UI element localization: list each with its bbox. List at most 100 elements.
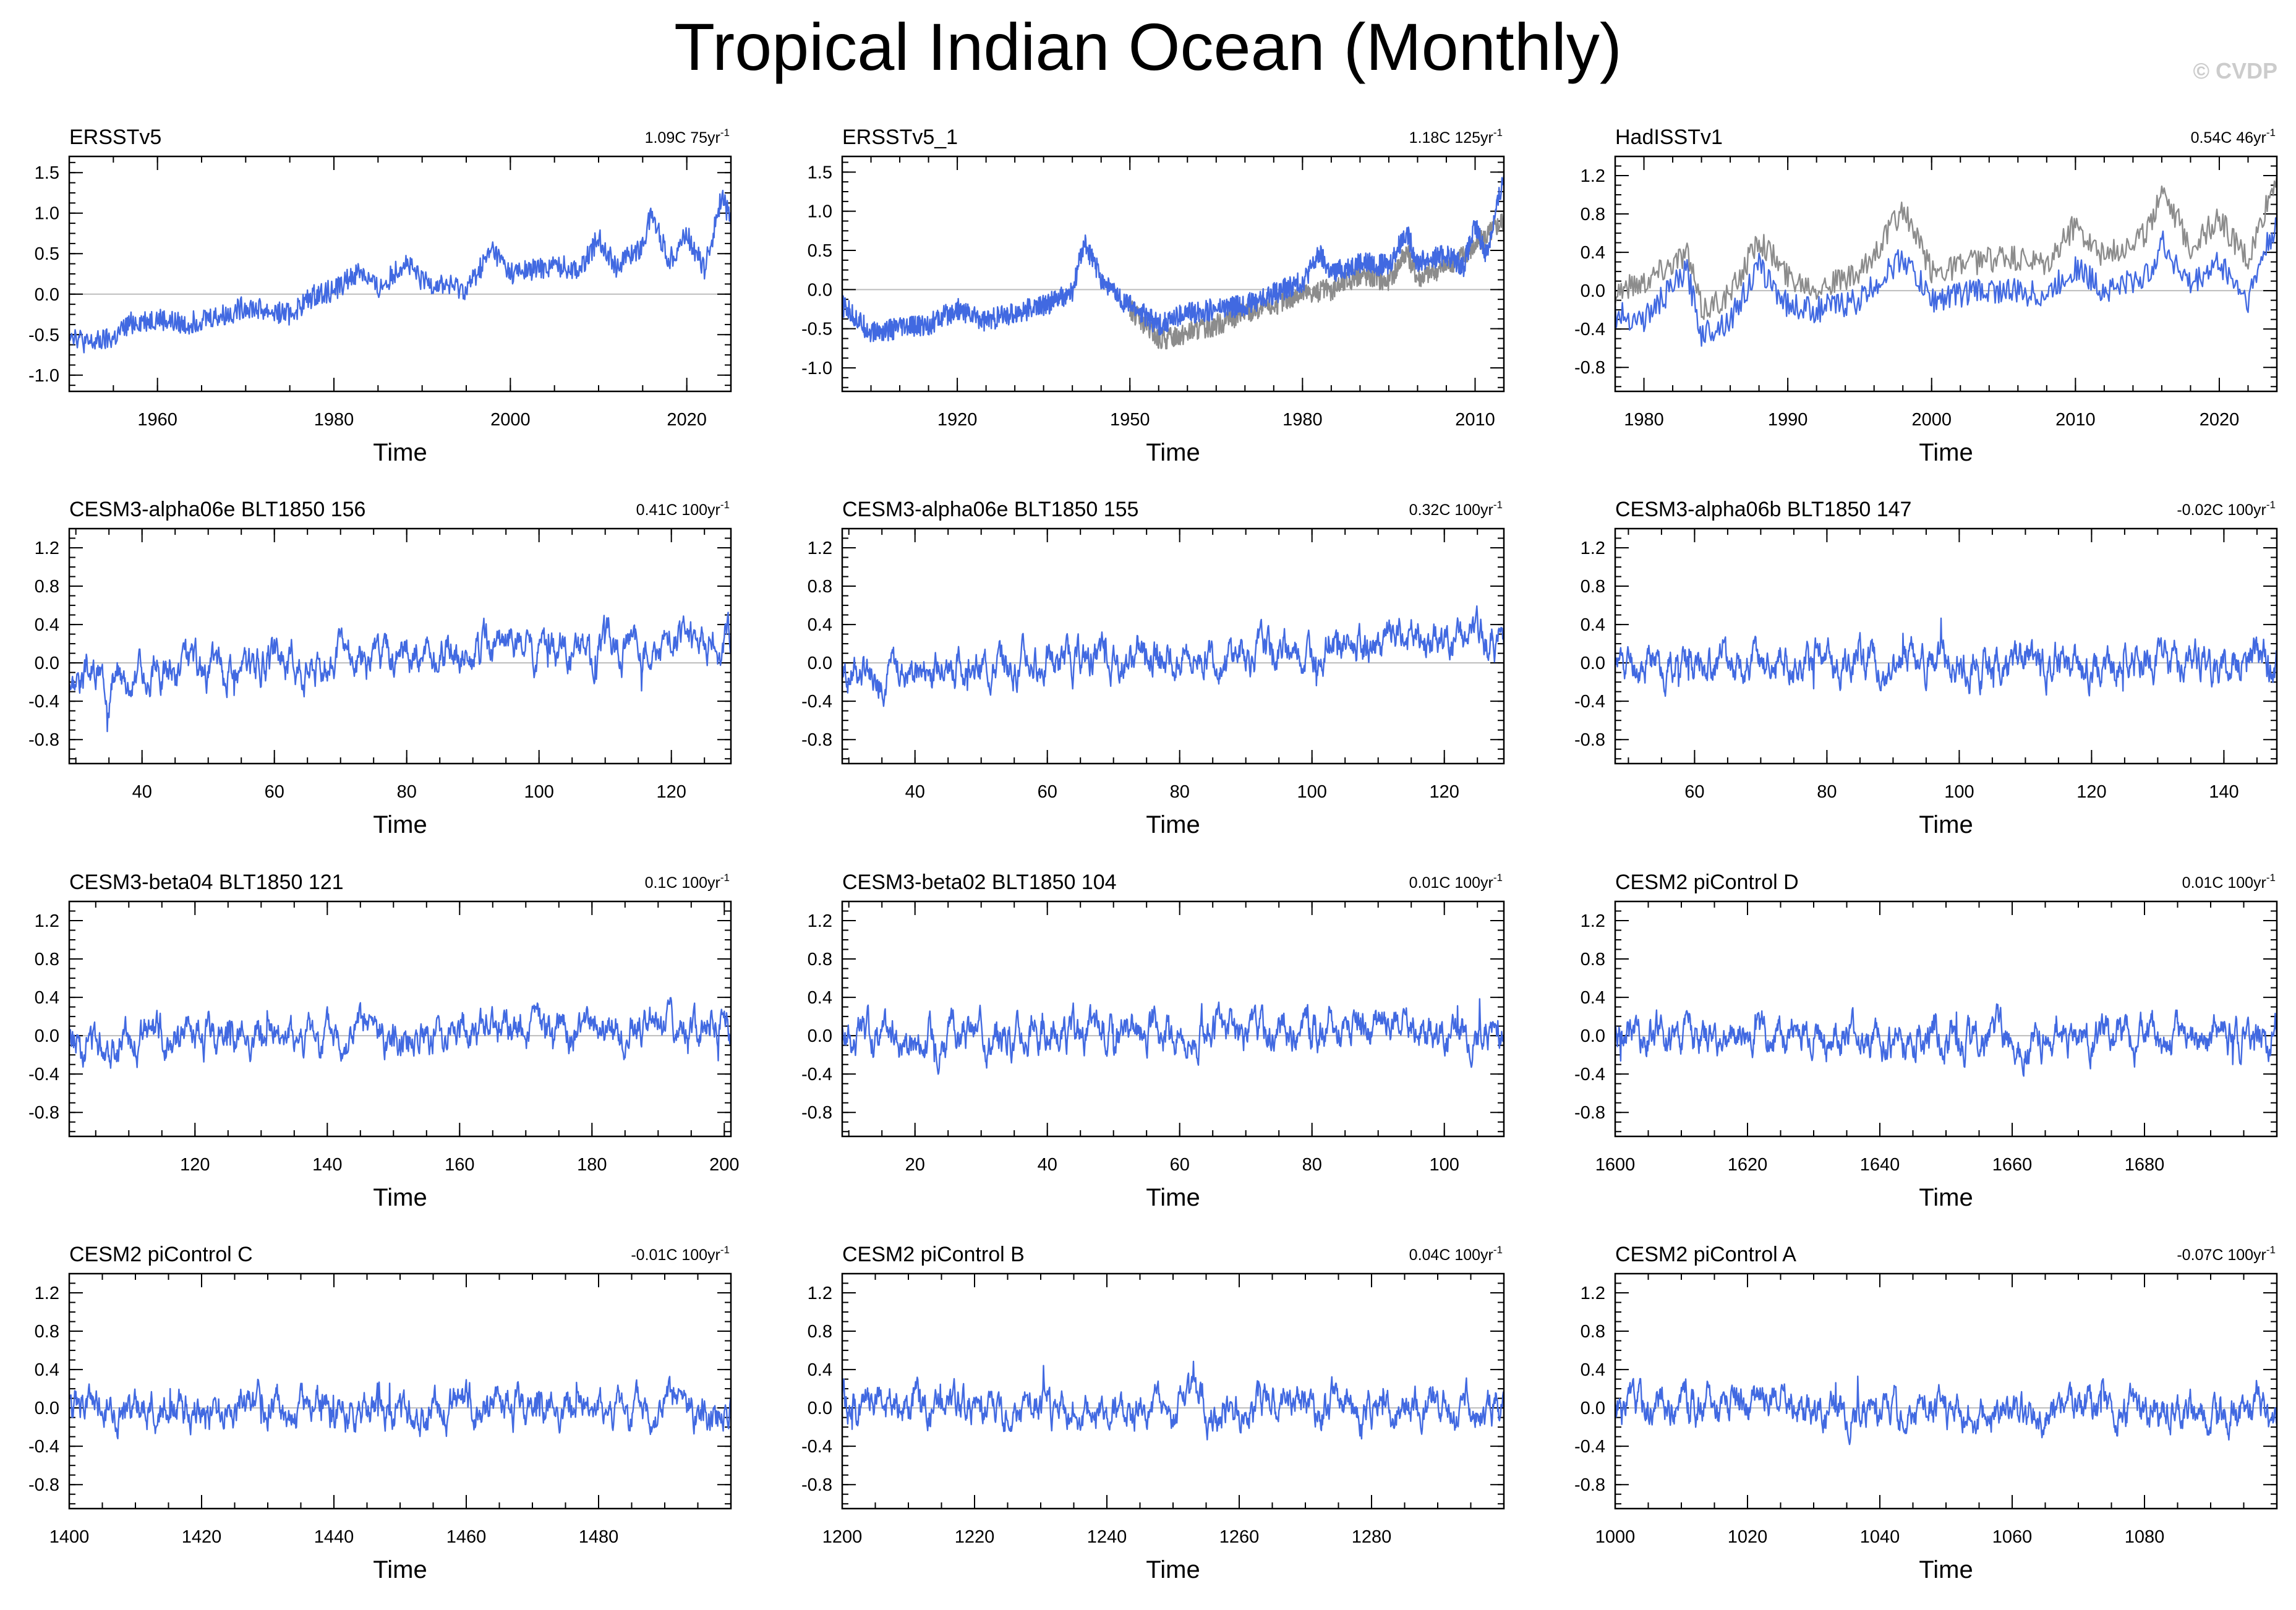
y-tick-label: 0.4 (1581, 243, 1605, 263)
x-tick-label: 40 (1038, 1155, 1057, 1175)
x-tick-label: 2020 (667, 410, 707, 430)
chart-panel: CESM3-alpha06b BLT1850 147 -0.02C 100yr-1… (1574, 498, 2278, 838)
x-tick-label: 1980 (1282, 410, 1323, 430)
plot-frame (68, 900, 732, 1138)
y-tick-label: -0.4 (801, 1065, 832, 1084)
series-line (1615, 1003, 2277, 1077)
series-line (69, 1376, 731, 1439)
x-axis-label: Time (1919, 439, 1973, 466)
y-tick-label: 0.0 (1581, 281, 1605, 301)
x-tick-label: 1220 (955, 1527, 995, 1547)
x-tick-label: 40 (132, 782, 152, 802)
panel-title: CESM2 piControl B (842, 1243, 1025, 1266)
trend-value: 0.32C 100yr (1409, 501, 1493, 519)
x-tick-label: 100 (1944, 782, 1974, 802)
x-tick-label: 1990 (1768, 410, 1808, 430)
y-tick-label: 0.4 (1581, 988, 1605, 1008)
plot-frame (1614, 527, 2278, 765)
x-tick-label: 80 (397, 782, 417, 802)
y-tick-label: 1.2 (1581, 1284, 1605, 1303)
trend-label: 0.32C 100yr-1 (1409, 499, 1503, 519)
y-tick-label: -0.4 (28, 692, 59, 712)
y-tick-label: 0.8 (1581, 950, 1605, 969)
y-tick-label: 1.2 (1581, 911, 1605, 931)
series-line (69, 997, 731, 1069)
y-tick-label: 0.8 (35, 1322, 59, 1342)
y-tick-label: -0.8 (801, 1475, 832, 1495)
x-tick-label: 1620 (1728, 1155, 1768, 1175)
panel-title: HadISSTv1 (1615, 126, 1723, 149)
plot-frame (841, 900, 1505, 1138)
x-tick-label: 140 (312, 1155, 342, 1175)
x-tick-label: 60 (1684, 782, 1704, 802)
trend-exponent: -1 (1493, 872, 1503, 884)
chart-panel: CESM3-beta04 BLT1850 121 0.1C 100yr-1 -0.8… (28, 871, 739, 1211)
plot-frame (1614, 1272, 2278, 1510)
y-tick-label: 0.8 (1581, 205, 1605, 224)
x-tick-label: 120 (180, 1155, 210, 1175)
watermark: © CVDP (2193, 58, 2277, 83)
y-tick-label: 0.8 (808, 577, 832, 597)
x-axis-label: Time (1146, 1556, 1200, 1583)
x-axis-label: Time (373, 439, 427, 466)
panel-title: CESM3-beta02 BLT1850 104 (842, 871, 1117, 894)
series-line (842, 605, 1504, 707)
x-tick-label: 1960 (137, 410, 177, 430)
y-tick-label: -0.4 (801, 1437, 832, 1457)
y-tick-label: 0.0 (1581, 654, 1605, 673)
trend-exponent: -1 (1493, 127, 1503, 138)
x-tick-label: 120 (2076, 782, 2106, 802)
trend-label: 1.18C 125yr-1 (1409, 127, 1503, 147)
chart-panel: CESM2 piControl A -0.07C 100yr-1 -0.8 -0.4 0… (1574, 1243, 2278, 1583)
plot-frame (1614, 900, 2278, 1138)
y-tick-label: 0.0 (35, 654, 59, 673)
x-tick-label: 1600 (1595, 1155, 1636, 1175)
panel-title: CESM2 piControl C (69, 1243, 253, 1266)
y-tick-label: -0.4 (801, 692, 832, 712)
y-tick-label: 1.2 (808, 911, 832, 931)
y-tick-label: 0.0 (808, 654, 832, 673)
x-tick-label: 1260 (1219, 1527, 1260, 1547)
y-tick-label: 0.0 (35, 285, 59, 305)
y-tick-label: 0.8 (808, 950, 832, 969)
trend-value: 0.01C 100yr (1409, 874, 1493, 892)
trend-exponent: -1 (720, 127, 730, 138)
y-tick-label: -0.8 (28, 730, 59, 750)
x-axis-label: Time (1146, 1184, 1200, 1211)
y-tick-label: -0.8 (1574, 1103, 1605, 1123)
y-tick-label: 0.4 (1581, 1360, 1605, 1380)
y-tick-label: -0.8 (28, 1475, 59, 1495)
y-tick-label: 1.0 (35, 204, 59, 224)
panel-title: CESM3-alpha06b BLT1850 147 (1615, 498, 1911, 521)
y-tick-label: 0.4 (35, 615, 59, 635)
y-tick-label: 1.2 (808, 1284, 832, 1303)
trend-exponent: -1 (720, 499, 730, 511)
x-tick-label: 60 (265, 782, 284, 802)
x-tick-label: 2010 (1455, 410, 1495, 430)
x-tick-label: 1400 (49, 1527, 90, 1547)
chart-panel: CESM2 piControl D 0.01C 100yr-1 -0.8 -0.4 0.… (1574, 871, 2278, 1211)
y-tick-label: 1.5 (808, 163, 832, 182)
chart-panel: ERSSTv5_1 1.18C 125yr-1 -1.0 -0.5 0.0 0.5 1.0 1… (801, 126, 1505, 466)
x-tick-label: 1660 (1992, 1155, 2033, 1175)
y-tick-label: -0.5 (801, 320, 832, 339)
series-line (842, 1360, 1504, 1441)
x-tick-label: 1060 (1992, 1527, 2033, 1547)
y-tick-label: -0.8 (28, 1103, 59, 1123)
x-tick-label: 1460 (446, 1527, 487, 1547)
trend-exponent: -1 (1493, 1244, 1503, 1256)
x-tick-label: 1080 (2125, 1527, 2165, 1547)
x-tick-label: 1020 (1728, 1527, 1768, 1547)
trend-label: -0.01C 100yr-1 (631, 1244, 730, 1264)
plot-frame (1614, 155, 2278, 393)
panel-title: CESM2 piControl D (1615, 871, 1799, 894)
x-tick-label: 160 (445, 1155, 474, 1175)
x-tick-label: 120 (657, 782, 686, 802)
series-line (842, 998, 1504, 1075)
y-tick-label: -0.4 (28, 1437, 59, 1457)
trend-value: 0.04C 100yr (1409, 1246, 1493, 1264)
x-tick-label: 100 (1297, 782, 1327, 802)
y-tick-label: 0.8 (1581, 577, 1605, 597)
trend-label: 0.54C 46yr-1 (2191, 127, 2276, 147)
trend-exponent: -1 (1493, 499, 1503, 511)
